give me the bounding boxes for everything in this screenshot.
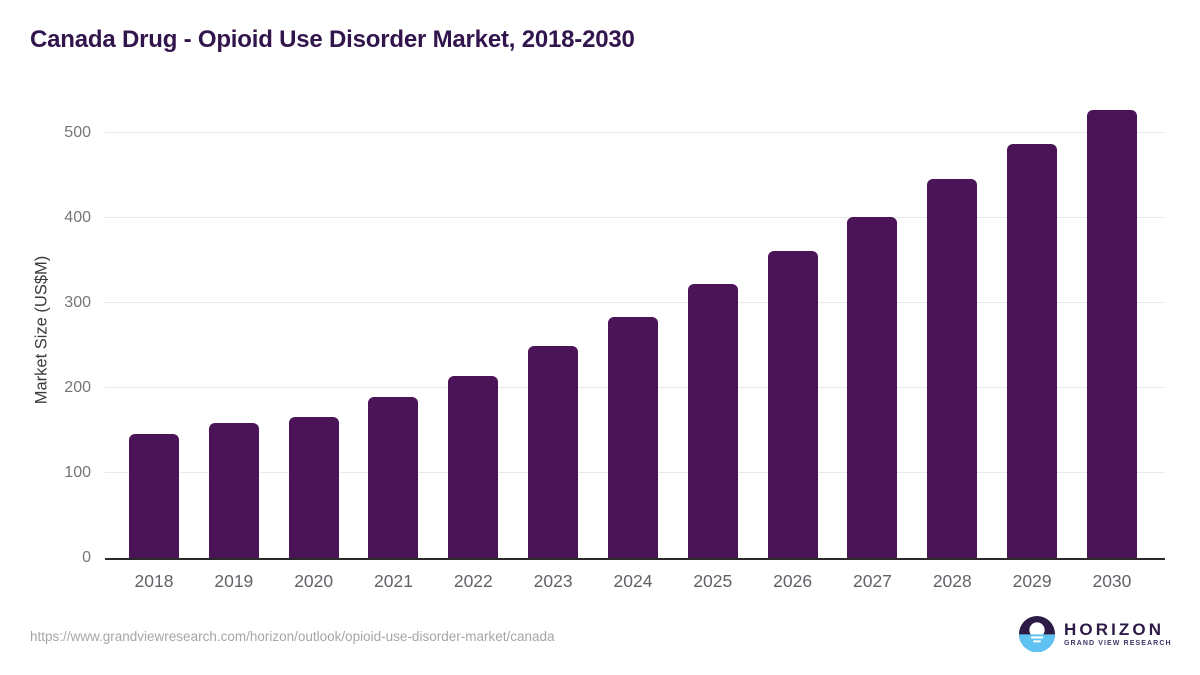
horizon-logo: HORIZON GRAND VIEW RESEARCH [1019, 616, 1172, 652]
bar-2021 [368, 397, 419, 558]
bar-column-2021: 2021 [368, 100, 419, 591]
bar-2028 [927, 179, 978, 558]
bar-column-2019: 2019 [208, 100, 259, 591]
x-tick-label-2029: 2029 [1012, 571, 1052, 591]
bar-2024 [607, 317, 658, 558]
bar-2025 [687, 284, 738, 558]
logo-sub-brand: GRAND VIEW RESEARCH [1064, 640, 1172, 647]
source-url: https://www.grandviewresearch.com/horizo… [30, 629, 555, 644]
x-tick-label-2028: 2028 [932, 571, 972, 591]
bar-2023 [528, 346, 579, 558]
page-title: Canada Drug - Opioid Use Disorder Market… [30, 26, 635, 53]
x-tick-label-2024: 2024 [613, 571, 653, 591]
x-tick-label-2018: 2018 [134, 571, 174, 591]
bar-2030 [1086, 110, 1137, 558]
bars-row: 2018 2019 2020 2021 2022 2023 2024 2025 2026 2027… [105, 100, 1165, 591]
x-tick-label-2019: 2019 [214, 571, 254, 591]
bar-column-2030: 2030 [1086, 100, 1137, 591]
x-tick-label-2023: 2023 [533, 571, 573, 591]
x-tick-label-2027: 2027 [852, 571, 892, 591]
bar-2026 [767, 251, 818, 558]
bar-column-2023: 2023 [528, 100, 579, 591]
bar-column-2026: 2026 [767, 100, 818, 591]
plot-area: 0 100 200 300 400 500 2018 2019 2020 2021 2022 2023… [64, 100, 1165, 591]
gridline-400 [105, 217, 1165, 218]
x-tick-label-2021: 2021 [374, 571, 413, 591]
bar-column-2022: 2022 [448, 100, 499, 591]
y-tick-label-300: 300 [64, 294, 91, 311]
logo-brand: HORIZON [1064, 620, 1165, 639]
bar-2022 [448, 376, 499, 558]
bar-2018 [129, 434, 179, 558]
x-tick-label-2025: 2025 [693, 571, 733, 591]
bar-column-2027: 2027 [847, 100, 898, 591]
gridline-500 [105, 132, 1165, 133]
bar-column-2020: 2020 [288, 100, 339, 591]
y-tick-label-400: 400 [64, 209, 91, 226]
bar-column-2025: 2025 [687, 100, 738, 591]
bar-2019 [208, 423, 259, 558]
bar-2027 [847, 217, 898, 558]
bar-column-2018: 2018 [129, 100, 179, 591]
y-tick-label-500: 500 [64, 124, 91, 141]
bar-column-2029: 2029 [1007, 100, 1058, 591]
bar-column-2028: 2028 [927, 100, 978, 591]
y-tick-label-100: 100 [64, 464, 91, 481]
bar-2020 [288, 417, 339, 558]
x-tick-label-2022: 2022 [453, 571, 493, 591]
y-tick-label-0: 0 [82, 549, 91, 566]
x-tick-label-2026: 2026 [773, 571, 813, 591]
bar-column-2024: 2024 [607, 100, 658, 591]
y-tick-label-200: 200 [64, 379, 91, 396]
bar-2029 [1007, 144, 1058, 558]
horizon-logo-text: HORIZON GRAND VIEW RESEARCH [1064, 620, 1172, 648]
horizon-logo-icon [1019, 616, 1055, 652]
x-tick-label-2020: 2020 [294, 571, 334, 591]
gridline-300 [105, 302, 1165, 303]
x-tick-label-2030: 2030 [1092, 571, 1132, 591]
